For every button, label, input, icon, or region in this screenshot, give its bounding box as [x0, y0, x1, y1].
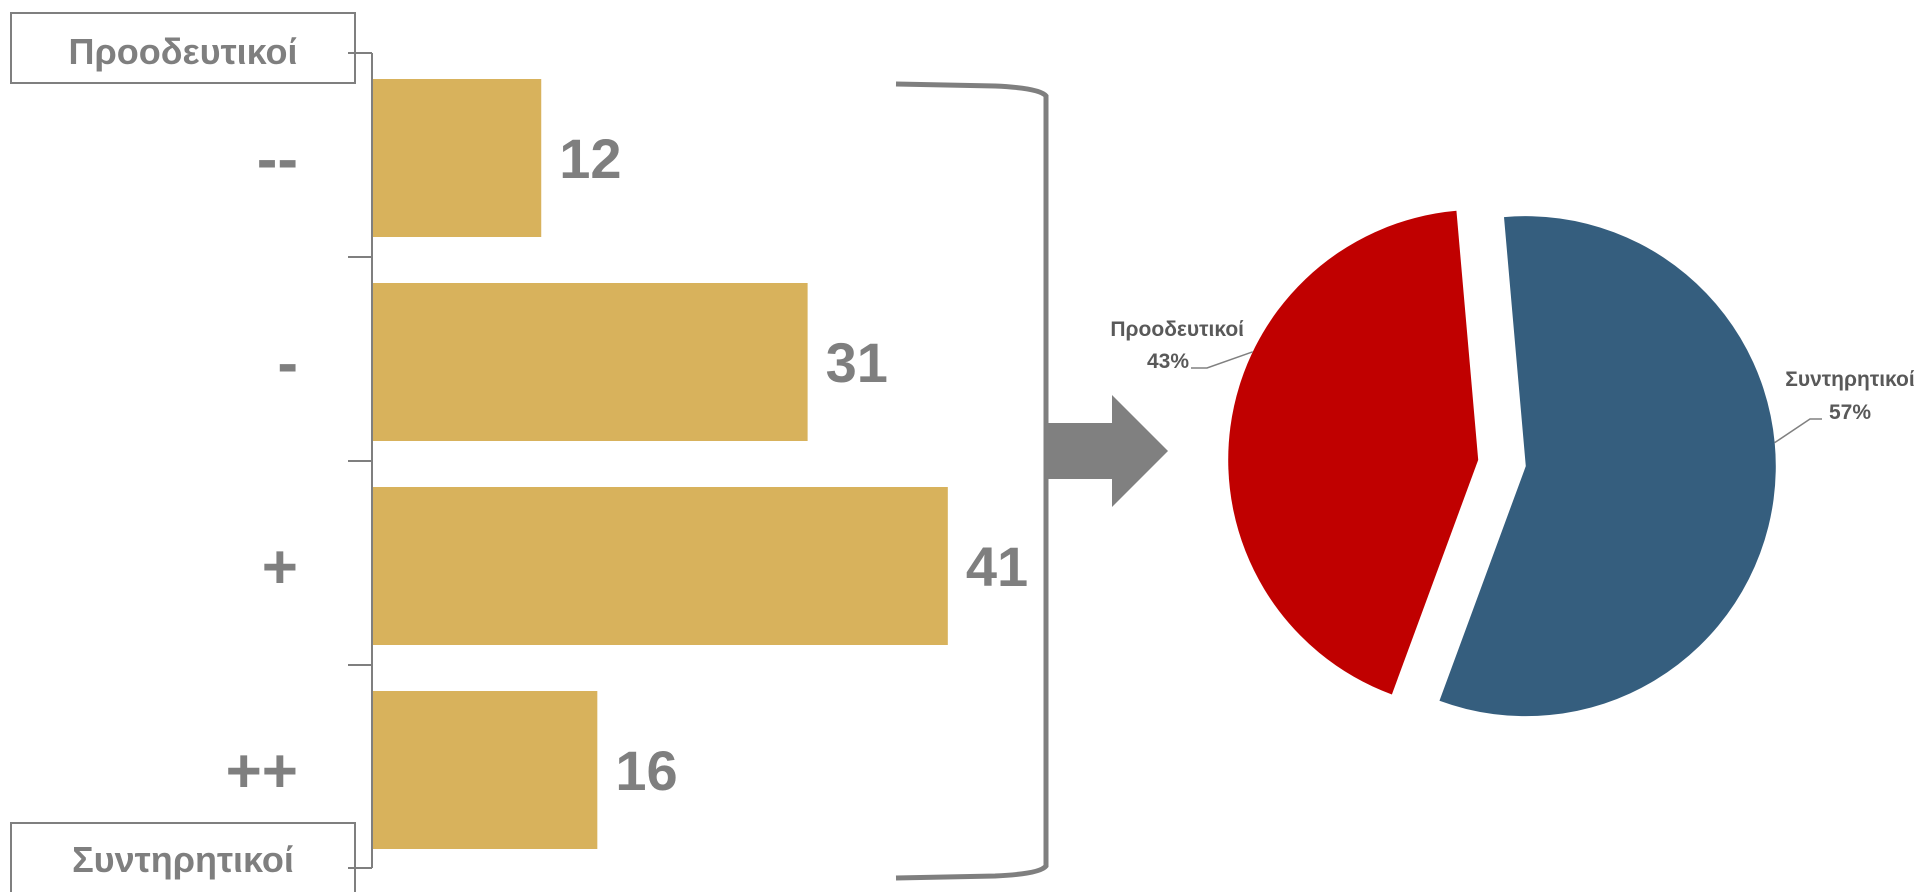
bar-value-label: 31 — [826, 331, 888, 394]
bar-4 — [373, 691, 598, 849]
category-label: + — [262, 533, 298, 602]
category-label: ++ — [226, 737, 298, 806]
top-end-label: Προοδευτικοί — [68, 31, 297, 72]
bar-layer: -- 12 - 31 + 41 ++ 16 — [226, 79, 1028, 849]
bar-axis — [348, 52, 373, 869]
category-label: - — [277, 329, 298, 398]
top-end-label-box — [10, 12, 356, 84]
pie-leader-line — [1191, 351, 1254, 369]
pie-slice-1 — [1228, 210, 1479, 695]
pie-slice-label: Συντηρητικοί — [1785, 368, 1915, 391]
pie-slice-label: Προοδευτικοί — [1110, 318, 1244, 341]
arrow-icon — [1046, 395, 1168, 507]
top-end-label-group: Προοδευτικοί — [10, 12, 356, 84]
bar-value-label: 41 — [966, 535, 1028, 598]
bar-value-label: 16 — [615, 739, 677, 802]
pie-slice-value: 57% — [1829, 401, 1871, 424]
pie-slice-value: 43% — [1147, 350, 1189, 373]
pie-slice-2 — [1439, 216, 1776, 717]
category-label: -- — [257, 125, 298, 194]
pie-layer: Προοδευτικοί 43% Συντηρητικοί 57% — [1110, 210, 1915, 717]
bar-3 — [373, 487, 948, 645]
bottom-end-label-box — [10, 822, 356, 892]
bottom-end-label-group: Συντηρητικοί — [10, 822, 356, 892]
pie-leader-line — [1774, 418, 1822, 444]
bar-value-label: 12 — [559, 127, 621, 190]
bar-1 — [373, 79, 542, 237]
bracket-connector — [895, 81, 1049, 881]
bar-2 — [373, 283, 808, 441]
bottom-end-label: Συντηρητικοί — [72, 839, 294, 880]
